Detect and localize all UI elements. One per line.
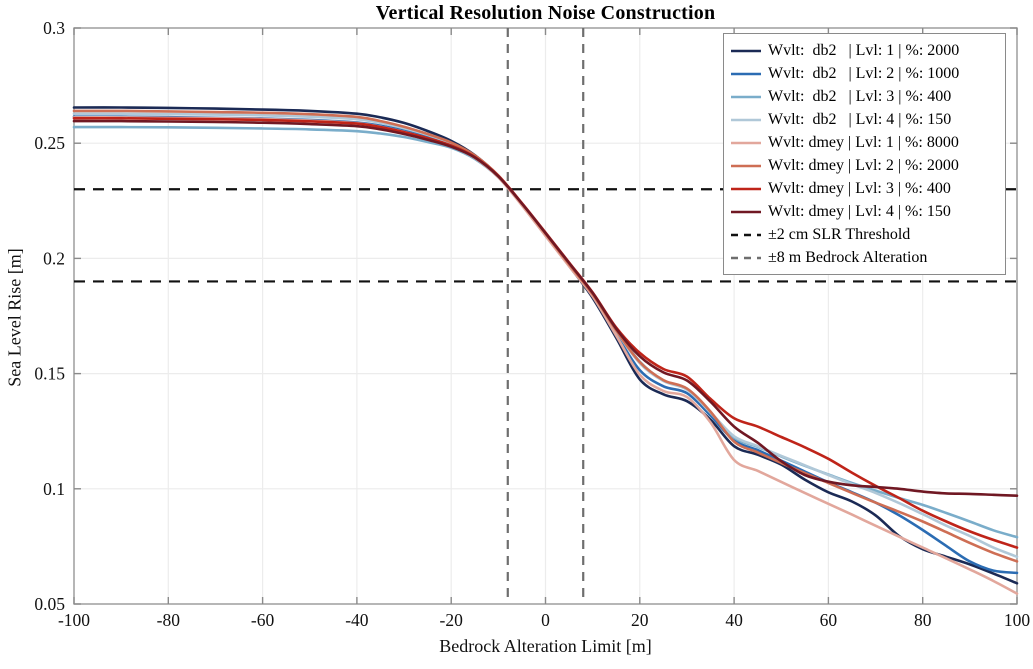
- legend-line-sample: [731, 49, 761, 52]
- legend-entry: Wvlt: dmey | Lvl: 2 | %: 2000: [730, 154, 997, 177]
- x-tick-label: -60: [251, 610, 275, 630]
- y-tick-label: 0.1: [43, 479, 65, 499]
- legend: Wvlt: db2 | Lvl: 1 | %: 2000 Wvlt: db2 | …: [723, 33, 1006, 275]
- x-tick-label: 20: [631, 610, 649, 630]
- legend-dashed-line-sample: [731, 256, 761, 259]
- legend-entry-label: Wvlt: db2 | Lvl: 3 | %: 400: [768, 88, 952, 105]
- legend-entry: Wvlt: dmey | Lvl: 4 | %: 150: [730, 200, 997, 223]
- x-tick-label: -40: [345, 610, 369, 630]
- legend-entry-label: Wvlt: db2 | Lvl: 2 | %: 1000: [768, 65, 960, 82]
- legend-entry-label: ±2 cm SLR Threshold: [768, 226, 911, 243]
- legend-line-sample: [731, 141, 761, 144]
- legend-line-sample: [731, 187, 761, 190]
- legend-line-sample: [731, 95, 761, 98]
- y-tick-label: 0.3: [43, 18, 65, 38]
- legend-line-sample: [731, 164, 761, 167]
- x-tick-label: -100: [58, 610, 90, 630]
- legend-dashed-line-sample: [731, 233, 761, 236]
- chart-title: Vertical Resolution Noise Construction: [375, 2, 716, 24]
- y-tick-label: 0.25: [34, 133, 65, 153]
- legend-entry-label: Wvlt: dmey | Lvl: 4 | %: 150: [768, 203, 951, 220]
- legend-line-sample: [731, 72, 761, 75]
- y-tick-label: 0.05: [34, 594, 65, 614]
- x-axis-label: Bedrock Alteration Limit [m]: [439, 636, 652, 656]
- legend-entry: ±2 cm SLR Threshold: [730, 223, 997, 246]
- legend-entry-label: Wvlt: db2 | Lvl: 1 | %: 2000: [768, 42, 960, 59]
- y-tick-label: 0.2: [43, 248, 65, 268]
- legend-entry: ±8 m Bedrock Alteration: [730, 246, 997, 269]
- x-tick-label: 40: [725, 610, 743, 630]
- legend-line-sample: [731, 210, 761, 213]
- y-tick-label: 0.15: [34, 364, 65, 384]
- legend-entry-label: Wvlt: dmey | Lvl: 3 | %: 400: [768, 180, 951, 197]
- legend-entry-label: Wvlt: dmey | Lvl: 2 | %: 2000: [768, 157, 959, 174]
- legend-entry: Wvlt: db2 | Lvl: 3 | %: 400: [730, 85, 997, 108]
- legend-entry: Wvlt: db2 | Lvl: 4 | %: 150: [730, 108, 997, 131]
- legend-entry-label: Wvlt: dmey | Lvl: 1 | %: 8000: [768, 134, 959, 151]
- x-tick-label: 60: [820, 610, 838, 630]
- x-tick-label: 80: [914, 610, 932, 630]
- legend-entry: Wvlt: dmey | Lvl: 3 | %: 400: [730, 177, 997, 200]
- x-tick-label: 0: [541, 610, 550, 630]
- legend-entry: Wvlt: db2 | Lvl: 1 | %: 2000: [730, 39, 997, 62]
- legend-entry: Wvlt: db2 | Lvl: 2 | %: 1000: [730, 62, 997, 85]
- y-axis-label: Sea Level Rise [m]: [4, 248, 25, 387]
- x-tick-label: 100: [1004, 610, 1031, 630]
- legend-entry: Wvlt: dmey | Lvl: 1 | %: 8000: [730, 131, 997, 154]
- x-tick-label: -80: [157, 610, 181, 630]
- legend-entry-label: ±8 m Bedrock Alteration: [768, 249, 928, 266]
- series-line-7: [72, 119, 1019, 497]
- legend-line-sample: [731, 118, 761, 121]
- legend-entry-label: Wvlt: db2 | Lvl: 4 | %: 150: [768, 111, 952, 128]
- x-tick-label: -20: [440, 610, 464, 630]
